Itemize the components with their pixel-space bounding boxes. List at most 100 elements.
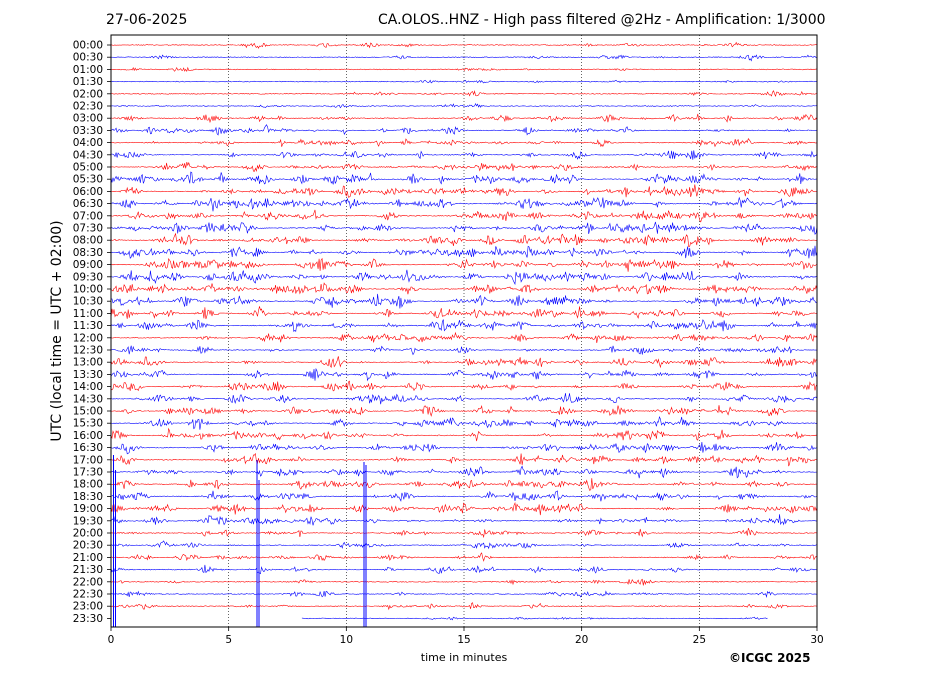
row-time-label: 00:00 — [73, 40, 103, 52]
seismic-trace — [301, 616, 768, 621]
row-time-label: 20:30 — [73, 540, 103, 552]
seismic-trace — [110, 416, 818, 430]
x-tick-label: 5 — [225, 634, 232, 646]
row-time-label: 15:00 — [73, 406, 103, 418]
seismic-trace — [111, 293, 818, 309]
seismic-trace — [110, 232, 818, 248]
seismic-trace — [110, 221, 818, 235]
seismic-trace — [110, 527, 818, 539]
seismic-trace — [110, 367, 818, 382]
row-time-label: 04:30 — [73, 149, 103, 161]
row-time-label: 02:30 — [73, 101, 103, 113]
seismic-trace — [110, 90, 818, 97]
x-tick-label: 25 — [693, 634, 706, 646]
copyright-label: ©ICGC 2025 — [729, 651, 811, 665]
plot-frame — [110, 34, 818, 628]
seismic-trace — [110, 306, 818, 320]
seismic-trace — [110, 501, 818, 516]
row-time-label: 12:00 — [73, 332, 103, 344]
seismic-trace — [110, 452, 818, 467]
seismic-trace — [110, 478, 818, 491]
row-time-label: 01:00 — [73, 64, 103, 76]
seismic-trace — [110, 102, 818, 109]
row-time-label: 10:30 — [73, 296, 103, 308]
date-label: 27-06-2025 — [106, 12, 188, 28]
seismic-trace — [110, 124, 818, 136]
row-time-label: 05:00 — [73, 162, 103, 174]
row-time-label: 05:30 — [73, 174, 103, 186]
seismic-trace — [110, 356, 818, 369]
seismic-trace — [110, 393, 818, 405]
seismic-trace — [110, 552, 818, 562]
row-time-label: 11:30 — [73, 320, 103, 332]
x-axis-label: time in minutes — [420, 651, 508, 664]
seismic-trace — [110, 196, 818, 212]
seismic-trace — [110, 137, 818, 148]
x-tick-label: 0 — [108, 634, 115, 646]
seismic-trace — [110, 209, 818, 223]
row-time-label: 07:30 — [73, 223, 103, 235]
row-time-label: 06:30 — [73, 198, 103, 210]
seismic-trace — [110, 41, 818, 49]
seismic-trace — [110, 66, 818, 73]
seismic-trace — [110, 442, 818, 455]
row-time-label: 16:00 — [73, 430, 103, 442]
x-tick-label: 10 — [340, 634, 353, 646]
row-time-label: 03:00 — [73, 113, 103, 125]
seismic-trace — [110, 319, 818, 332]
row-time-label: 07:00 — [73, 210, 103, 222]
seismic-trace — [110, 331, 818, 343]
row-time-label: 22:30 — [73, 589, 103, 601]
row-time-label: 00:30 — [73, 52, 103, 64]
seismic-trace — [110, 184, 818, 198]
row-time-label: 13:00 — [73, 357, 103, 369]
seismic-trace — [110, 245, 818, 259]
row-time-label: 15:30 — [73, 418, 103, 430]
row-time-label: 08:30 — [73, 247, 103, 259]
seismic-trace — [110, 79, 818, 84]
row-time-label: 17:30 — [73, 467, 103, 479]
row-time-label: 20:00 — [73, 528, 103, 540]
row-time-label: 09:30 — [73, 271, 103, 283]
seismic-trace — [110, 404, 818, 417]
seismic-trace — [110, 269, 818, 286]
row-time-label: 02:00 — [73, 88, 103, 100]
row-time-label: 11:00 — [73, 308, 103, 320]
row-time-label: 14:30 — [73, 393, 103, 405]
seismic-trace — [110, 345, 818, 356]
row-time-label: 08:00 — [73, 235, 103, 247]
row-time-label: 14:00 — [73, 381, 103, 393]
x-tick-label: 30 — [810, 634, 823, 646]
seismic-trace — [110, 602, 818, 611]
row-time-label: 22:00 — [73, 576, 103, 588]
row-time-label: 17:00 — [73, 454, 103, 466]
seismic-trace — [110, 578, 818, 586]
row-time-label: 10:00 — [73, 284, 103, 296]
row-time-label: 12:30 — [73, 345, 103, 357]
row-time-label: 06:00 — [73, 186, 103, 198]
seismic-trace — [110, 380, 818, 392]
axes: 00:0000:3001:0001:3002:0002:3003:0003:30… — [73, 34, 824, 646]
row-time-label: 19:00 — [73, 503, 103, 515]
seismic-trace — [110, 171, 818, 185]
row-time-label: 23:30 — [73, 613, 103, 625]
seismic-trace — [110, 490, 818, 502]
seismogram-traces — [110, 41, 818, 627]
row-time-label: 19:30 — [73, 515, 103, 527]
row-time-label: 23:00 — [73, 601, 103, 613]
seismic-trace — [110, 564, 818, 575]
row-time-label: 04:00 — [73, 137, 103, 149]
row-time-label: 18:30 — [73, 491, 103, 503]
seismic-trace — [110, 540, 818, 550]
row-time-label: 01:30 — [73, 76, 103, 88]
x-tick-label: 20 — [575, 634, 588, 646]
seismic-trace — [110, 465, 818, 479]
row-time-label: 16:30 — [73, 442, 103, 454]
seismic-trace — [110, 257, 818, 272]
seismic-trace — [110, 590, 818, 598]
seismic-trace — [110, 282, 818, 295]
y-axis-label: UTC (local time = UTC + 02:00) — [49, 220, 65, 442]
seismic-trace — [110, 150, 818, 160]
row-time-label: 21:30 — [73, 564, 103, 576]
